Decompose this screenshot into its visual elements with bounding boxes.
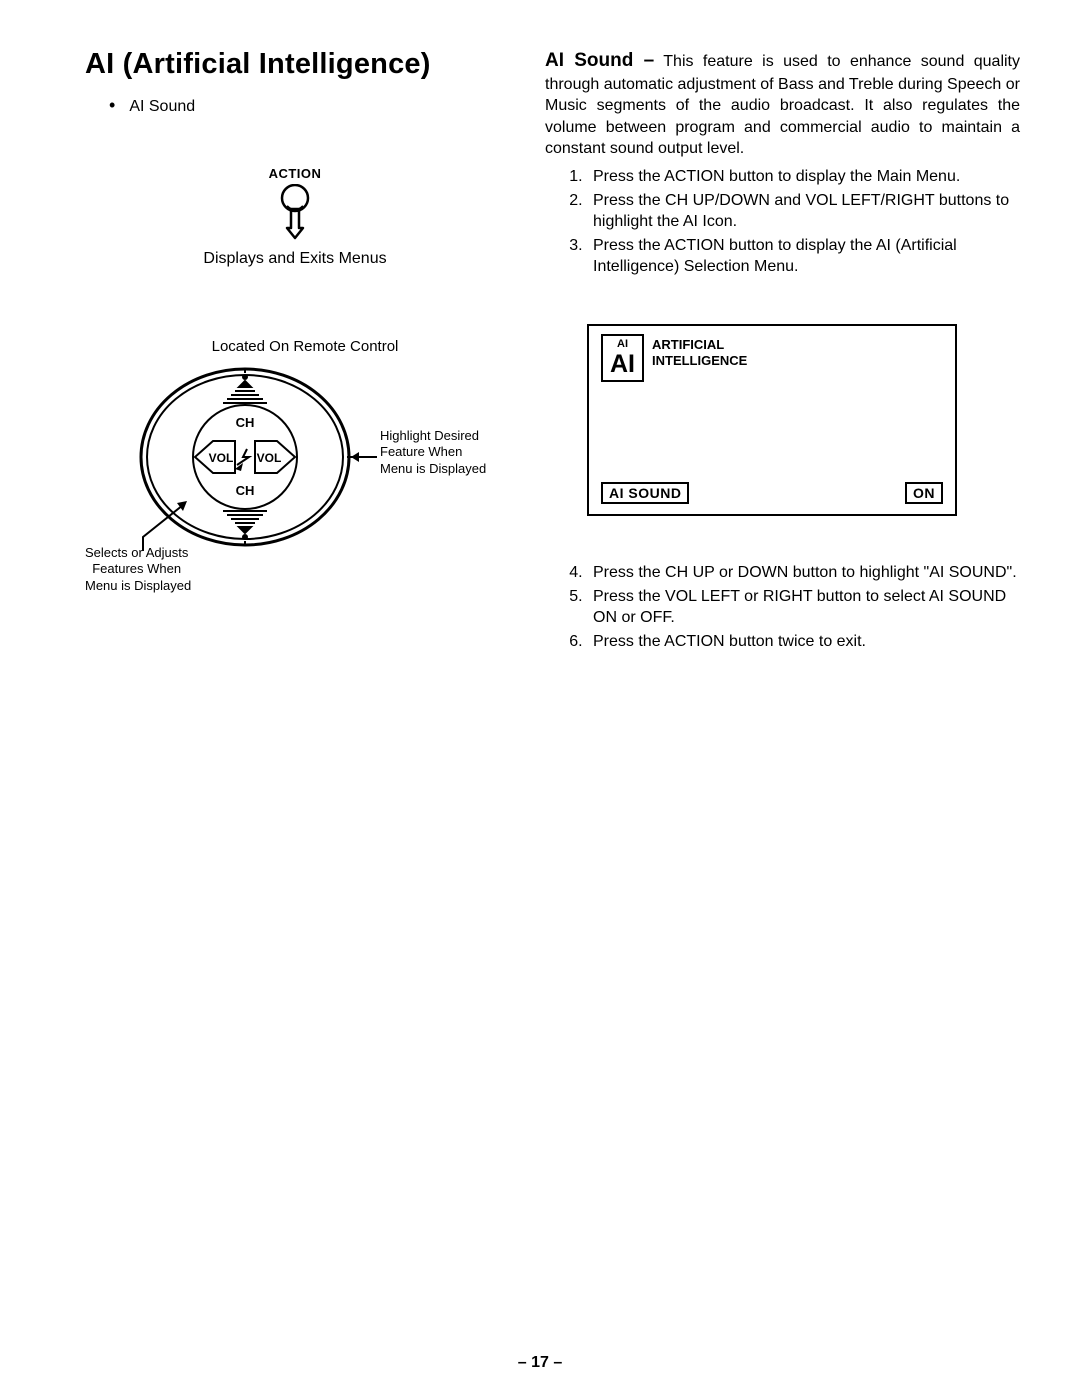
step-item: Press the CH UP/DOWN and VOL LEFT/RIGHT …	[587, 190, 1020, 233]
svg-text:CH: CH	[236, 415, 255, 430]
steps-list-b: Press the CH UP or DOWN button to highli…	[545, 562, 1020, 652]
svg-text:CH: CH	[236, 483, 255, 498]
osd-title: ARTIFICIAL INTELLIGENCE	[652, 334, 747, 368]
remote-diagram: CH CH VOL VOL	[85, 365, 505, 615]
svg-text:VOL: VOL	[209, 451, 234, 465]
osd-row-value: ON	[905, 482, 943, 504]
page-number: – 17 –	[0, 1354, 1080, 1372]
step-item: Press the ACTION button twice to exit.	[587, 631, 1020, 653]
page-title: AI (Artificial Intelligence)	[85, 48, 505, 81]
ai-sound-description: AI Sound – This feature is used to enhan…	[545, 48, 1020, 160]
step-item: Press the ACTION button to display the M…	[587, 166, 1020, 188]
step-item: Press the VOL LEFT or RIGHT button to se…	[587, 586, 1020, 629]
action-caption: Displays and Exits Menus	[85, 250, 505, 268]
osd-row-label: AI SOUND	[601, 482, 689, 504]
located-label: Located On Remote Control	[105, 338, 505, 355]
action-icon	[85, 184, 505, 240]
action-label: ACTION	[85, 166, 505, 181]
bullet-ai-sound: AI Sound	[109, 95, 505, 116]
svg-text:VOL: VOL	[257, 451, 282, 465]
osd-menu-box: AI AI ARTIFICIAL INTELLIGENCE AI SOUND O…	[587, 324, 957, 516]
osd-ai-icon: AI AI	[601, 334, 644, 382]
caption-highlight: Highlight Desired Feature When Menu is D…	[380, 428, 486, 477]
step-item: Press the CH UP or DOWN button to highli…	[587, 562, 1020, 584]
step-item: Press the ACTION button to display the A…	[587, 235, 1020, 278]
caption-selects: Selects or Adjusts Features When Menu is…	[85, 545, 191, 594]
steps-list-a: Press the ACTION button to display the M…	[545, 166, 1020, 278]
